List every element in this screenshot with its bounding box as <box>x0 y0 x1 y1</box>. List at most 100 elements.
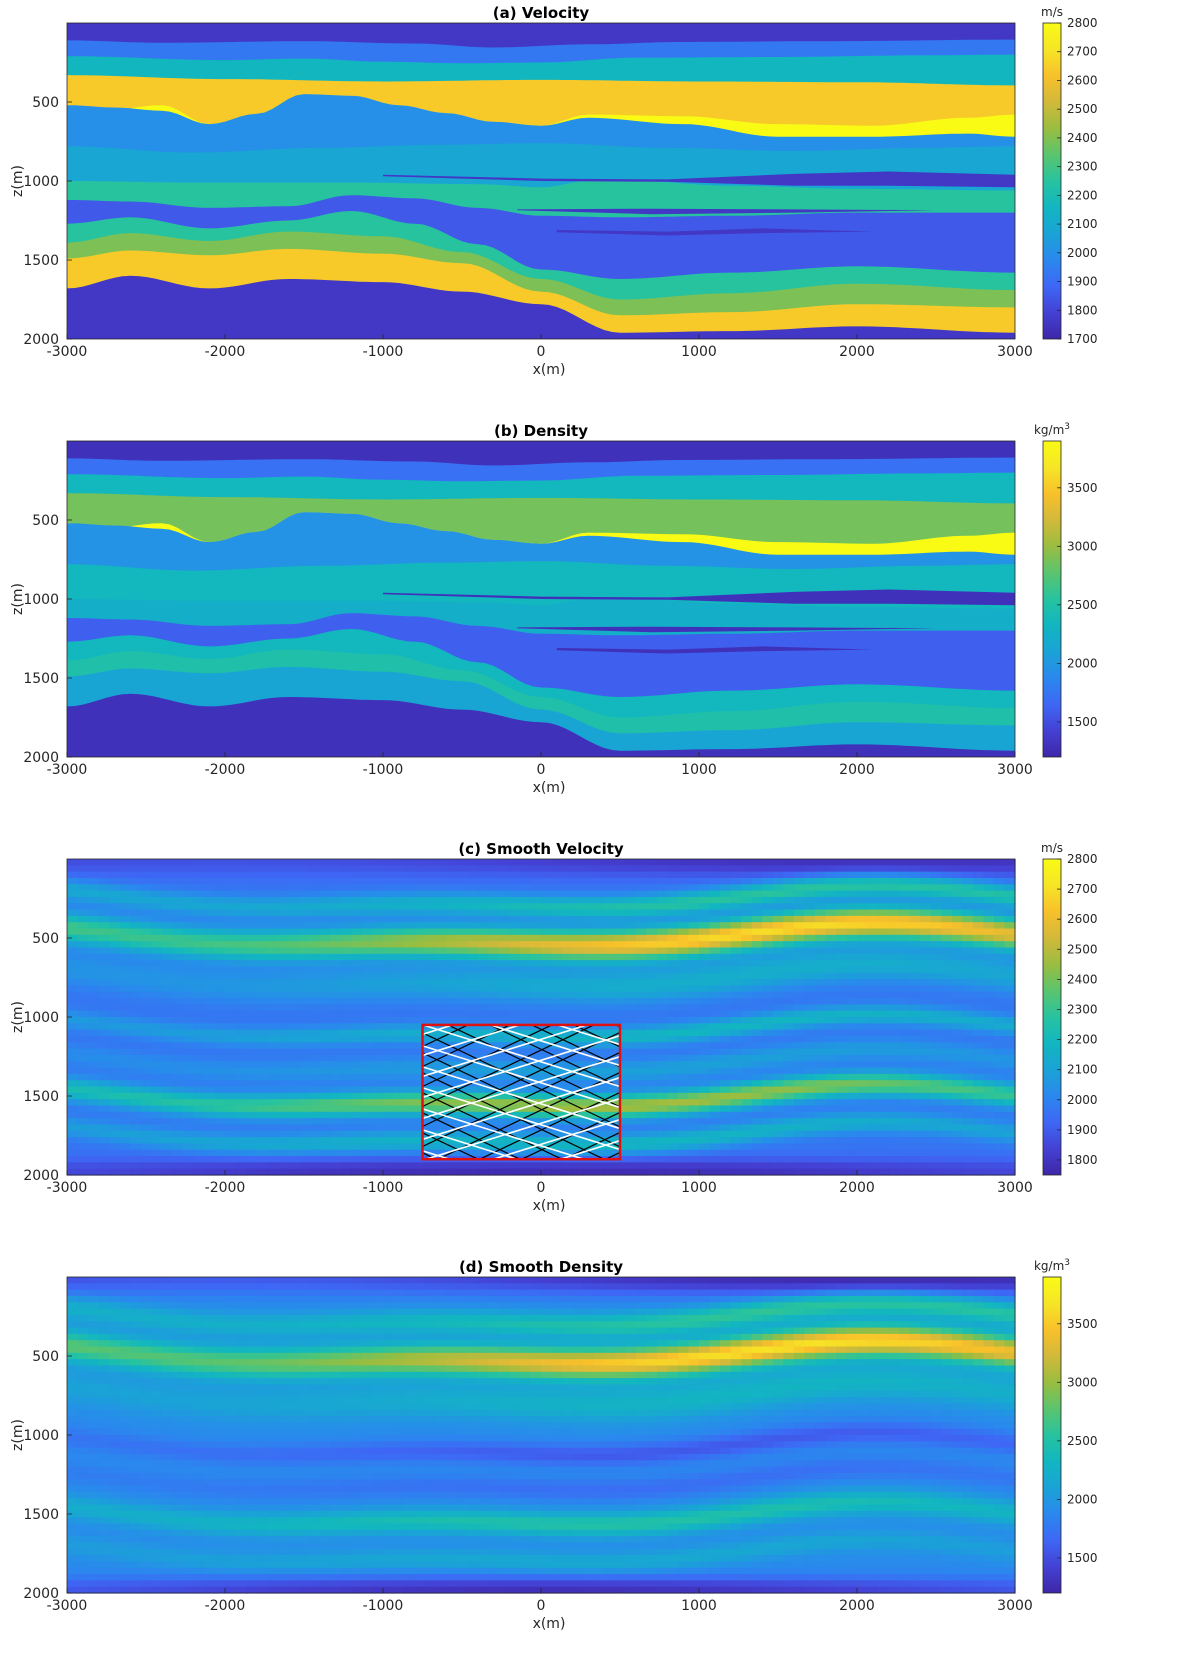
heatmap-cell <box>278 1042 289 1049</box>
heatmap-cell <box>720 897 731 904</box>
heatmap-cell <box>541 897 552 904</box>
heatmap-cell <box>309 1118 320 1125</box>
heatmap-cell <box>67 1118 78 1125</box>
heatmap-cell <box>236 865 247 872</box>
heatmap-cell <box>109 1321 120 1328</box>
heatmap-cell <box>288 935 299 942</box>
heatmap-cell <box>667 910 678 917</box>
heatmap-cell <box>214 966 225 973</box>
heatmap-cell <box>78 966 89 973</box>
heatmap-cell <box>741 1036 752 1043</box>
heatmap-cell <box>815 1036 826 1043</box>
heatmap-cell <box>109 1036 120 1043</box>
heatmap-cell <box>910 872 921 879</box>
heatmap-cell <box>804 1023 815 1030</box>
heatmap-cell <box>499 929 510 936</box>
heatmap-cell <box>183 941 194 948</box>
heatmap-cell <box>457 859 468 866</box>
heatmap-cell <box>257 1099 268 1106</box>
heatmap-cell <box>573 947 584 954</box>
heatmap-cell <box>78 1384 89 1391</box>
heatmap-cell <box>162 998 173 1005</box>
heatmap-cell <box>846 1011 857 1018</box>
heatmap-cell <box>362 1150 373 1157</box>
heatmap-cell <box>278 878 289 885</box>
heatmap-cell <box>710 1049 721 1056</box>
heatmap-cell <box>973 859 984 866</box>
heatmap-cell <box>351 941 362 948</box>
heatmap-cell <box>899 966 910 973</box>
heatmap-cell <box>394 1080 405 1087</box>
heatmap-cell <box>825 1105 836 1112</box>
heatmap-cell <box>415 884 426 891</box>
heatmap-cell <box>752 1049 763 1056</box>
heatmap-cell <box>488 973 499 980</box>
heatmap-cell <box>573 929 584 936</box>
heatmap-cell <box>1004 941 1015 948</box>
heatmap-cell <box>88 891 99 898</box>
heatmap-cell <box>267 1099 278 1106</box>
heatmap-cell <box>372 910 383 917</box>
heatmap-cell <box>752 884 763 891</box>
heatmap-cell <box>667 1099 678 1106</box>
heatmap-cell <box>109 1290 120 1297</box>
heatmap-cell <box>941 1042 952 1049</box>
heatmap-cell <box>773 1124 784 1131</box>
heatmap-cell <box>731 1105 742 1112</box>
heatmap-cell <box>162 1099 173 1106</box>
heatmap-cell <box>330 1093 341 1100</box>
heatmap-cell <box>130 1124 141 1131</box>
heatmap-cell <box>773 1080 784 1087</box>
heatmap-cell <box>889 1118 900 1125</box>
heatmap-cell <box>752 985 763 992</box>
heatmap-cell <box>520 922 531 929</box>
heatmap-cell <box>278 1061 289 1068</box>
heatmap-cell <box>78 1049 89 1056</box>
heatmap-cell <box>899 1150 910 1157</box>
heatmap-cell <box>931 1004 942 1011</box>
heatmap-cell <box>499 922 510 929</box>
heatmap-cell <box>541 985 552 992</box>
heatmap-cell <box>383 929 394 936</box>
heatmap-cell <box>710 941 721 948</box>
heatmap-cell <box>372 1011 383 1018</box>
heatmap-cell <box>457 922 468 929</box>
heatmap-cell <box>193 872 204 879</box>
heatmap-cell <box>330 1137 341 1144</box>
heatmap-cell <box>720 979 731 986</box>
heatmap-cell <box>636 1087 647 1094</box>
heatmap-cell <box>509 954 520 961</box>
heatmap-cell <box>583 998 594 1005</box>
heatmap-cell <box>699 1004 710 1011</box>
heatmap-cell <box>183 1169 194 1176</box>
heatmap-cell <box>920 1023 931 1030</box>
heatmap-cell <box>562 966 573 973</box>
heatmap-cell <box>509 897 520 904</box>
heatmap-cell <box>794 992 805 999</box>
heatmap-cell <box>868 960 879 967</box>
heatmap-cell <box>710 891 721 898</box>
heatmap-cell <box>236 1099 247 1106</box>
heatmap-cell <box>920 1162 931 1169</box>
heatmap-cell <box>667 1105 678 1112</box>
heatmap-cell <box>836 1074 847 1081</box>
heatmap-cell <box>362 1004 373 1011</box>
heatmap-cell <box>351 1093 362 1100</box>
heatmap-cell <box>109 1435 120 1442</box>
heatmap-cell <box>899 878 910 885</box>
heatmap-cell <box>973 1124 984 1131</box>
heatmap-cell <box>657 960 668 967</box>
heatmap-cell <box>141 1118 152 1125</box>
heatmap-cell <box>488 954 499 961</box>
heatmap-cell <box>941 1068 952 1075</box>
heatmap-cell <box>552 998 563 1005</box>
heatmap-cell <box>267 1030 278 1037</box>
heatmap-cell <box>67 1549 78 1556</box>
heatmap-cell <box>162 1131 173 1138</box>
heatmap-cell <box>762 947 773 954</box>
heatmap-cell <box>846 1061 857 1068</box>
heatmap-cell <box>983 903 994 910</box>
heatmap-cell <box>636 872 647 879</box>
heatmap-cell <box>983 1162 994 1169</box>
heatmap-cell <box>794 922 805 929</box>
